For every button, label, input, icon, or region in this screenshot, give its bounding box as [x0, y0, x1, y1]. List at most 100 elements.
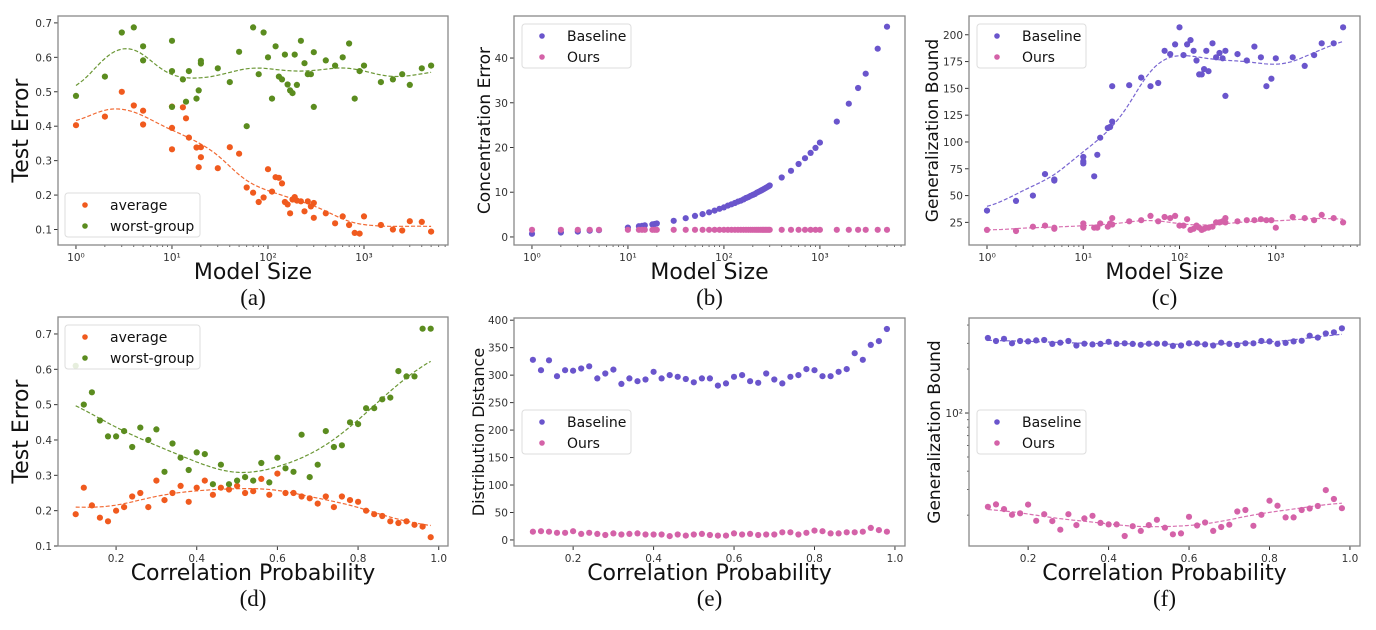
- point-ours: [1185, 513, 1193, 520]
- point-baseline: [653, 220, 660, 227]
- point-baseline: [602, 370, 609, 377]
- point-worst-group: [201, 451, 208, 458]
- point-worst-group: [377, 79, 384, 86]
- point-worst-group: [363, 405, 370, 412]
- point-baseline: [1330, 329, 1337, 336]
- point-baseline: [1340, 24, 1347, 31]
- point-ours: [1306, 505, 1313, 512]
- point-ours: [819, 528, 826, 535]
- trend-line-worst-group: [75, 48, 432, 86]
- point-baseline: [1209, 40, 1216, 47]
- point-ours: [641, 226, 648, 233]
- y-tick-label: 75: [950, 164, 963, 176]
- point-average: [338, 493, 345, 500]
- legend-marker: [82, 223, 88, 229]
- point-ours: [1081, 515, 1088, 522]
- point-worst-group: [258, 459, 265, 467]
- point-average: [161, 497, 168, 504]
- point-ours: [855, 226, 862, 233]
- y-tick-label: 200: [943, 30, 963, 42]
- x-tick-label: 10²: [1171, 252, 1189, 264]
- x-axis-label: Correlation Probability: [131, 561, 376, 586]
- point-average: [297, 198, 304, 205]
- x-tick-label: 0.6: [1181, 553, 1198, 565]
- point-ours: [586, 529, 593, 536]
- point-ours: [1318, 211, 1325, 218]
- legend-label: Ours: [1022, 436, 1055, 452]
- point-worst-group: [177, 454, 184, 461]
- legend-marker: [539, 440, 545, 446]
- point-ours: [835, 530, 842, 537]
- point-average: [104, 518, 112, 525]
- panel-f: 0.2 0.4 0.6 0.8 1.0 10² Baseline Ours Correlatio…: [925, 317, 1361, 611]
- panel-a: 10⁰ 10¹ 10² 10³ 0.1 0.2 0.3 0.4 0.5 0.6 0.7 average…: [9, 15, 449, 310]
- point-baseline: [578, 365, 585, 372]
- point-ours: [1161, 213, 1168, 221]
- point-worst-group: [130, 24, 137, 31]
- point-average: [346, 221, 353, 229]
- point-baseline: [706, 375, 714, 382]
- point-worst-group: [197, 60, 204, 67]
- point-worst-group: [395, 368, 402, 375]
- point-baseline: [1025, 338, 1032, 345]
- point-ours: [1008, 511, 1016, 518]
- point-worst-group: [140, 57, 147, 64]
- point-ours: [1097, 519, 1104, 527]
- point-ours: [610, 530, 617, 537]
- point-ours: [874, 226, 881, 233]
- point-worst-group: [322, 57, 329, 64]
- point-worst-group: [379, 396, 386, 403]
- point-worst-group: [145, 436, 152, 444]
- point-baseline: [658, 375, 665, 382]
- point-ours: [1330, 215, 1337, 222]
- point-average: [193, 144, 200, 151]
- point-baseline: [1109, 118, 1116, 125]
- x-tick-label: 10³: [355, 252, 373, 264]
- y-tick-label: 0.7: [35, 18, 52, 30]
- point-ours: [1033, 517, 1040, 524]
- y-tick-label: 0.1: [35, 541, 52, 553]
- point-baseline: [1187, 37, 1194, 44]
- point-average: [250, 189, 257, 196]
- point-baseline: [1251, 43, 1258, 50]
- y-tick-label: 400: [488, 315, 508, 327]
- point-baseline: [610, 366, 617, 373]
- point-average: [332, 220, 339, 227]
- point-worst-group: [389, 76, 396, 83]
- x-tick-label: 10³: [1267, 252, 1285, 264]
- point-ours: [1322, 487, 1329, 494]
- point-ours: [1258, 511, 1265, 518]
- point-average: [209, 491, 216, 498]
- point-worst-group: [355, 421, 362, 428]
- point-worst-group: [346, 419, 354, 426]
- point-baseline: [674, 373, 681, 380]
- point-baseline: [691, 212, 699, 219]
- point-baseline: [1169, 342, 1176, 349]
- point-ours: [618, 531, 625, 538]
- point-ours: [711, 226, 718, 233]
- point-average: [226, 144, 233, 151]
- point-average: [310, 199, 317, 207]
- point-baseline: [807, 149, 814, 156]
- point-baseline: [1176, 24, 1183, 31]
- point-ours: [642, 531, 649, 538]
- point-worst-group: [411, 373, 418, 380]
- point-worst-group: [260, 29, 267, 36]
- point-ours: [1089, 512, 1096, 519]
- point-average: [306, 495, 313, 502]
- point-ours: [528, 226, 536, 233]
- point-worst-group: [161, 468, 168, 475]
- point-baseline: [771, 376, 778, 383]
- point-baseline: [795, 160, 802, 168]
- point-worst-group: [72, 92, 80, 99]
- x-tick-label: 0.8: [1261, 553, 1278, 565]
- point-baseline: [883, 325, 891, 333]
- point-average: [258, 475, 265, 482]
- point-ours: [730, 530, 738, 537]
- point-ours: [1073, 522, 1080, 529]
- point-worst-group: [399, 71, 406, 78]
- point-ours: [1314, 502, 1321, 510]
- y-tick-label: 50: [950, 191, 963, 203]
- point-worst-group: [272, 43, 279, 50]
- point-worst-group: [298, 431, 305, 438]
